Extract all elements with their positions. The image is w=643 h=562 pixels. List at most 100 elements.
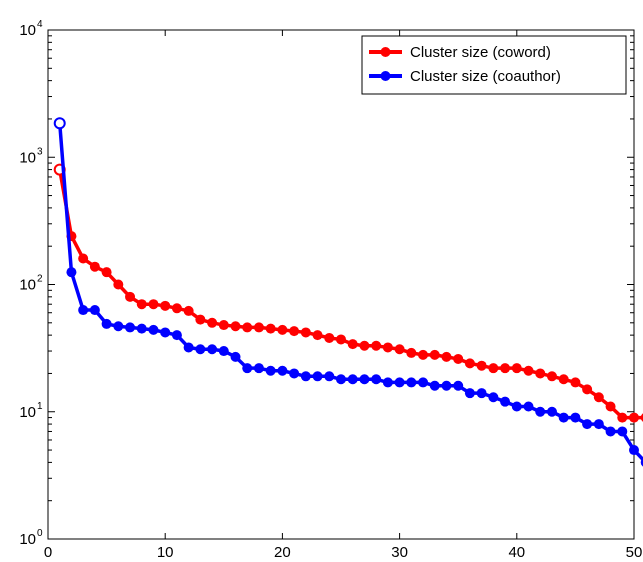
data-point-cluster-size-coauthor <box>464 388 475 399</box>
data-point-cluster-size-coauthor <box>253 363 264 374</box>
data-point-cluster-size-coauthor <box>136 323 147 334</box>
data-point-cluster-size-coauthor <box>511 401 522 412</box>
y-tick-label: 10 <box>19 149 36 166</box>
data-point-cluster-size-coauthor <box>336 374 346 385</box>
data-point-cluster-size-coauthor <box>300 371 311 382</box>
data-point-cluster-size-coword <box>253 322 264 333</box>
data-point-cluster-size-coword <box>394 344 405 355</box>
data-point-cluster-size-coauthor <box>371 374 382 385</box>
data-point-cluster-size-coword <box>629 412 639 423</box>
data-point-cluster-size-coword <box>429 349 440 360</box>
data-point-cluster-size-coauthor <box>640 458 643 467</box>
y-tick-exponent: 1 <box>37 401 43 412</box>
data-point-cluster-size-coword <box>218 320 229 331</box>
x-tick-label: 20 <box>274 544 291 561</box>
data-point-cluster-size-coword <box>418 349 429 360</box>
y-tick-exponent: 3 <box>37 146 43 157</box>
legend-box <box>361 35 627 95</box>
data-point-cluster-size-coauthor <box>546 406 557 417</box>
data-point-cluster-size-coword <box>406 347 417 358</box>
data-point-cluster-size-coword <box>277 324 288 335</box>
data-point-cluster-size-coauthor <box>582 419 593 430</box>
data-point-cluster-size-coword <box>195 314 206 325</box>
plot-area <box>47 29 635 540</box>
data-point-cluster-size-coword <box>511 363 522 374</box>
data-point-cluster-size-coauthor <box>148 324 159 335</box>
data-point-cluster-size-coword <box>148 299 159 310</box>
data-point-cluster-size-coauthor <box>359 374 370 385</box>
data-point-cluster-size-coauthor <box>605 426 616 437</box>
data-point-cluster-size-coauthor <box>66 267 77 278</box>
x-tick-label: 0 <box>44 544 52 561</box>
data-point-cluster-size-coauthor <box>523 401 534 412</box>
data-point-cluster-size-coword <box>171 303 182 314</box>
data-point-cluster-size-coword <box>488 363 499 374</box>
series-line-cluster-size-coauthor <box>57 123 643 463</box>
data-point-cluster-size-coword <box>558 374 569 385</box>
data-point-cluster-size-coword <box>535 368 546 379</box>
data-point-cluster-size-coword <box>453 353 464 364</box>
y-tick-label: 10 <box>19 277 36 294</box>
data-point-cluster-size-coword <box>382 342 393 353</box>
data-point-cluster-size-coword <box>125 291 136 302</box>
y-tick-label: 10 <box>19 22 36 39</box>
data-point-cluster-size-coword <box>78 253 89 264</box>
data-point-cluster-size-coword <box>265 323 276 334</box>
data-point-cluster-size-coword <box>570 377 581 388</box>
data-point-cluster-size-coword <box>336 334 346 345</box>
data-point-cluster-size-coword <box>371 340 382 351</box>
y-tick-label: 10 <box>19 531 36 548</box>
data-point-cluster-size-coauthor <box>488 392 499 403</box>
data-point-cluster-size-coauthor <box>382 377 393 388</box>
data-point-cluster-size-coword <box>324 332 335 343</box>
data-point-cluster-size-coauthor <box>593 419 604 430</box>
data-point-cluster-size-coauthor <box>570 412 581 423</box>
data-point-cluster-size-coauthor <box>277 365 288 376</box>
data-point-cluster-size-coword <box>500 363 511 374</box>
data-point-cluster-size-coword <box>113 279 124 290</box>
data-point-cluster-size-coauthor <box>418 377 429 388</box>
data-point-cluster-size-coauthor <box>230 351 241 362</box>
data-point-cluster-size-coword <box>183 305 194 316</box>
data-point-cluster-size-coauthor <box>101 318 112 329</box>
x-tick-label: 50 <box>626 544 643 561</box>
data-point-cluster-size-coauthor <box>347 374 358 385</box>
data-point-cluster-size-coauthor <box>500 396 511 407</box>
data-point-cluster-size-coword <box>160 300 171 311</box>
data-point-cluster-size-coword <box>289 326 300 337</box>
data-point-cluster-size-coword <box>605 401 616 412</box>
data-point-cluster-size-coauthor <box>289 368 300 379</box>
legend: Cluster size (coword) Cluster size (coau… <box>361 35 627 95</box>
legend-coword-label: Cluster size (coword) <box>410 44 551 61</box>
data-point-cluster-size-coauthor <box>242 363 253 374</box>
legend-coauthor-marker <box>380 71 391 81</box>
data-point-cluster-size-coauthor <box>429 380 440 391</box>
data-point-cluster-size-coword <box>242 322 253 333</box>
y-tick-exponent: 4 <box>37 19 43 30</box>
data-point-cluster-size-coauthor <box>629 445 639 456</box>
data-point-cluster-size-coword <box>230 321 241 332</box>
data-point-cluster-size-coauthor <box>171 330 182 341</box>
data-point-cluster-size-coword <box>476 360 487 371</box>
y-tick-exponent: 2 <box>37 274 43 285</box>
data-point-cluster-size-coword <box>300 327 311 338</box>
data-point-cluster-size-coauthor <box>207 344 218 355</box>
data-point-cluster-size-coword <box>441 351 452 362</box>
data-point-cluster-size-coauthor <box>195 344 206 355</box>
data-point-cluster-size-coword <box>593 392 604 403</box>
data-point-cluster-size-coword <box>101 267 112 278</box>
data-point-cluster-size-coword <box>523 365 534 376</box>
data-point-cluster-size-coword <box>312 330 323 341</box>
data-point-cluster-size-coword <box>464 358 475 369</box>
data-point-cluster-size-coauthor <box>78 305 89 316</box>
data-point-cluster-size-coword <box>89 261 100 272</box>
data-point-cluster-size-coword <box>546 371 557 382</box>
y-tick-exponent: 0 <box>37 528 43 539</box>
data-point-cluster-size-coword <box>582 384 593 395</box>
x-tick-label: 10 <box>157 544 174 561</box>
data-point-cluster-size-coauthor <box>218 346 229 357</box>
data-point-cluster-size-coauthor <box>89 305 100 316</box>
data-point-cluster-size-coauthor <box>558 412 569 423</box>
series-layer <box>53 117 643 467</box>
